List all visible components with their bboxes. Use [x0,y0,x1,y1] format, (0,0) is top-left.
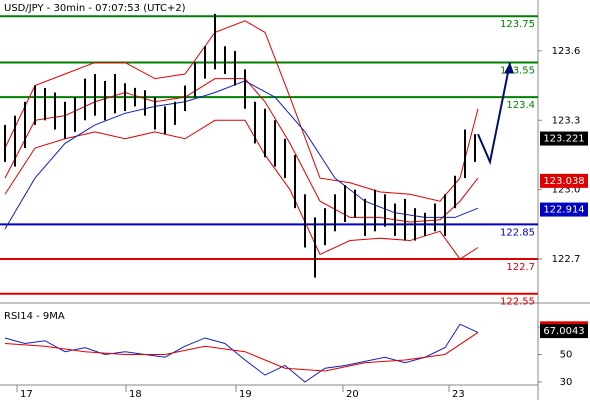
price-box-label: 123.038 [543,176,584,187]
level-label: 123.75 [500,19,535,30]
price-box [540,324,588,339]
x-tick-label: 23 [452,389,465,400]
rsi-line [4,332,479,372]
price-box-label: 122.914 [543,205,584,216]
level-label: 122.85 [500,227,535,238]
y-tick-label: 30 [560,377,573,388]
y-tick-label: 123.6 [552,46,581,57]
level-label: 123.4 [506,100,535,111]
x-tick-label: 18 [129,389,142,400]
x-tick-label: 17 [20,389,33,400]
level-label: 122.55 [500,297,535,308]
forecast-arrow [477,62,511,166]
level-label: 122.7 [506,262,535,273]
panel-title: RSI14 - 9MA [4,311,65,322]
price-box [540,202,588,217]
chart-title: USD/JPY - 30min - 07:07:53 (UTC+2) [4,3,186,14]
price-box [540,173,588,188]
price-box [540,131,588,146]
price-box-label: 67.0043 [543,326,584,337]
y-tick-label: 123.3 [552,115,581,126]
price-box-label: 123.221 [543,134,584,145]
y-tick-label: 122.7 [552,254,581,265]
y-tick-label: 50 [560,349,573,360]
rsi-line [4,323,479,383]
arrow-head [504,62,514,74]
x-tick-label: 20 [346,389,359,400]
indicator-line [4,20,479,202]
y-tick-label: 123.0 [552,185,581,196]
x-tick-label: 19 [239,389,252,400]
level-label: 123.55 [500,65,535,76]
